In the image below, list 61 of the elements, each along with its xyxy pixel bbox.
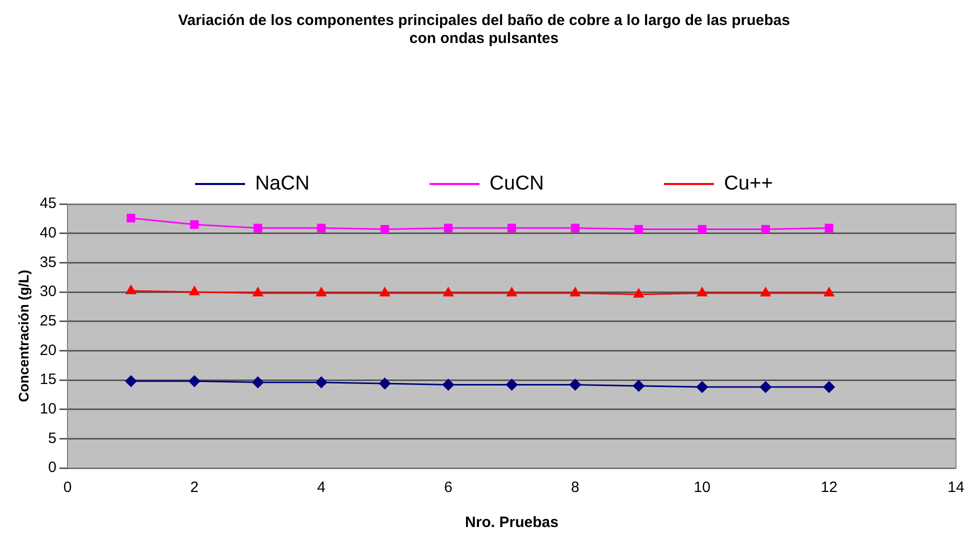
point: [317, 224, 326, 232]
point: [443, 287, 454, 296]
point: [824, 224, 834, 232]
x-tick-label: 12: [820, 479, 838, 496]
point: [190, 220, 199, 229]
point: [444, 224, 453, 232]
text: con ondas pulsantes: [409, 30, 559, 48]
point: [569, 378, 581, 390]
point: [442, 378, 454, 390]
point: [634, 288, 644, 298]
point: [632, 380, 644, 392]
point: [254, 224, 262, 232]
point: [698, 224, 706, 234]
point: [125, 375, 137, 387]
point: [126, 285, 136, 294]
point: [760, 287, 771, 296]
point: [506, 378, 518, 390]
point: [316, 376, 328, 388]
y-tick-label: 5: [48, 430, 56, 447]
point: [188, 375, 200, 387]
x-tick-label: 14: [948, 479, 964, 496]
point: [696, 381, 708, 393]
text: Variación de los componentes principales del baño de cobre a lo largo de las pruebas: [178, 12, 790, 30]
y-tick-label: 0: [48, 459, 56, 476]
y-tick-label: 10: [40, 400, 56, 418]
x-tick-label: 4: [317, 479, 326, 496]
x-tick-label: 10: [694, 479, 710, 496]
legend-label: CuCN: [490, 172, 544, 195]
point: [760, 381, 772, 393]
point: [570, 287, 580, 296]
point: [761, 224, 770, 234]
y-tick-label: 15: [40, 371, 56, 388]
x-axis-title: Nro. Pruebas: [465, 514, 558, 532]
point: [507, 224, 516, 232]
point: [506, 287, 517, 296]
point: [570, 224, 580, 232]
point: [380, 224, 390, 234]
y-tick-label: 40: [40, 224, 56, 242]
x-tick-label: 6: [444, 479, 452, 496]
y-tick-label: 25: [40, 312, 56, 330]
point: [697, 287, 708, 296]
y-tick-label: 45: [40, 195, 56, 212]
point: [824, 287, 834, 296]
point: [634, 224, 643, 234]
point: [316, 287, 326, 296]
point: [252, 376, 264, 388]
point: [126, 214, 136, 222]
x-tick-label: 2: [190, 479, 199, 496]
point: [252, 287, 263, 296]
point: [823, 381, 835, 393]
y-tick-label: 35: [40, 254, 56, 271]
x-tick-label: 0: [63, 479, 72, 496]
point: [379, 378, 391, 390]
point: [380, 287, 390, 296]
y-axis-title: Concentración (g/L): [15, 270, 32, 402]
legend-label: Cu++: [724, 172, 773, 195]
legend-label: NaCN: [255, 172, 310, 195]
x-tick-label: 8: [571, 479, 580, 496]
y-tick-label: 20: [40, 342, 56, 359]
y-tick-label: 30: [40, 283, 56, 300]
point: [189, 286, 200, 296]
